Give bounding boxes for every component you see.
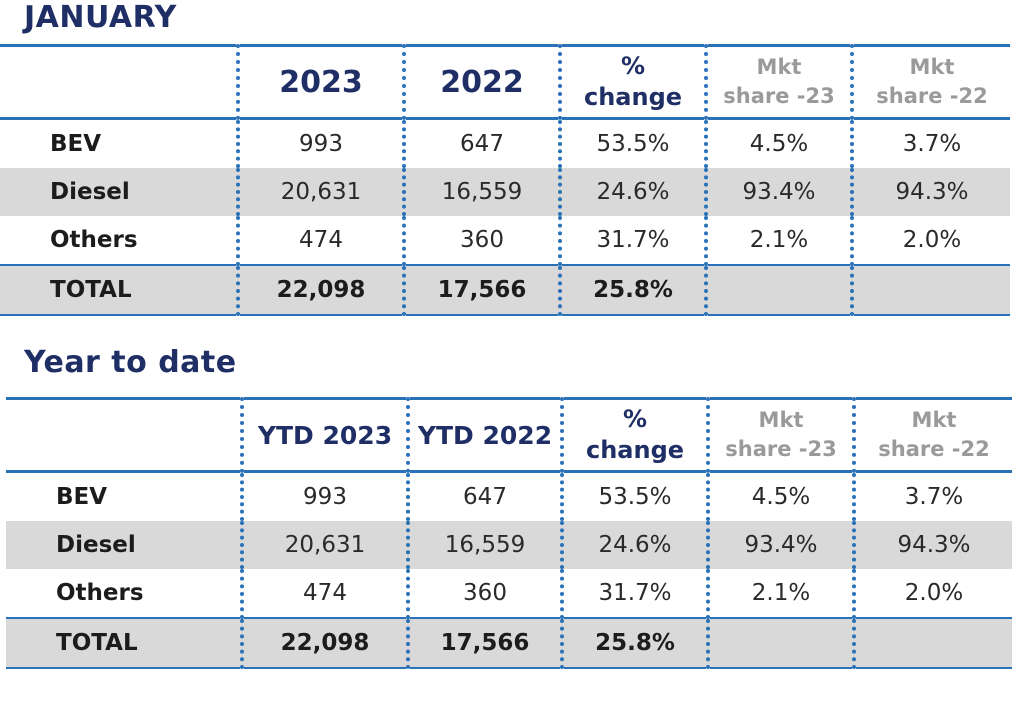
total-row: TOTAL 22,098 17,566 25.8% bbox=[6, 618, 1012, 669]
cell-share23: 4.5% bbox=[706, 471, 854, 521]
ytd-table: YTD 2023 YTD 2022 % change Mkt share -23 M… bbox=[6, 397, 1012, 669]
header-2023: 2023 bbox=[236, 45, 404, 119]
cell-share23: 4.5% bbox=[704, 118, 852, 168]
cell-change: 31.7% bbox=[560, 569, 708, 618]
january-section: JANUARY 2023 2022 % change Mkt share -23 M… bbox=[0, 0, 1024, 320]
table-row: Others 474 360 31.7% 2.1% 2.0% bbox=[0, 216, 1010, 265]
cell-2022: 360 bbox=[402, 216, 560, 265]
cell-share22: 94.3% bbox=[850, 168, 1010, 216]
header-2022-label: 2022 bbox=[440, 64, 524, 100]
header-ytd-2022-label: YTD 2022 bbox=[417, 420, 553, 450]
cell-2022: 360 bbox=[406, 569, 562, 618]
cell-2022: 17,566 bbox=[402, 265, 560, 316]
cell-change: 24.6% bbox=[560, 521, 708, 569]
table-row: Diesel 20,631 16,559 24.6% 93.4% 94.3% bbox=[0, 168, 1010, 216]
row-label: BEV bbox=[56, 484, 108, 510]
header-mkt-share-23: Mkt share -23 bbox=[706, 398, 854, 472]
header-pct-change: % change bbox=[560, 398, 708, 472]
section-title: JANUARY bbox=[24, 0, 177, 35]
table-row: Diesel 20,631 16,559 24.6% 93.4% 94.3% bbox=[6, 521, 1012, 569]
mkt23-line2: share -23 bbox=[725, 437, 837, 461]
header-mkt-share-22: Mkt share -22 bbox=[852, 398, 1012, 472]
header-2022: 2022 bbox=[402, 45, 560, 119]
cell-2023: 22,098 bbox=[240, 618, 408, 669]
cell-2022: 17,566 bbox=[406, 618, 562, 669]
cell-share23: 93.4% bbox=[704, 168, 852, 216]
cell-2022: 16,559 bbox=[402, 168, 560, 216]
pct-line1: % bbox=[620, 52, 646, 80]
ytd-section: Year to date YTD 2023 YTD 2022 % change M… bbox=[0, 345, 1024, 675]
cell-share23: 2.1% bbox=[706, 569, 854, 618]
mkt23-line2: share -23 bbox=[723, 84, 835, 108]
header-2023-label: 2023 bbox=[279, 64, 363, 100]
mkt23-line1: Mkt bbox=[756, 55, 802, 79]
table-row: BEV 993 647 53.5% 4.5% 3.7% bbox=[0, 118, 1010, 168]
cell-2023: 22,098 bbox=[236, 265, 404, 316]
table-row: BEV 993 647 53.5% 4.5% 3.7% bbox=[6, 471, 1012, 521]
header-ytd-2022: YTD 2022 bbox=[406, 398, 562, 472]
cell-change: 25.8% bbox=[560, 618, 708, 669]
row-label: TOTAL bbox=[6, 618, 242, 669]
cell-share22: 94.3% bbox=[852, 521, 1012, 569]
header-mkt-share-22: Mkt share -22 bbox=[850, 45, 1010, 119]
header-blank bbox=[0, 46, 238, 119]
cell-change: 24.6% bbox=[558, 168, 706, 216]
row-label: Others bbox=[56, 580, 144, 606]
cell-2023: 20,631 bbox=[240, 521, 408, 569]
cell-share23 bbox=[704, 265, 852, 316]
cell-2023: 474 bbox=[236, 216, 404, 265]
header-mkt-share-23: Mkt share -23 bbox=[704, 45, 852, 119]
cell-share22 bbox=[850, 265, 1010, 316]
cell-share22 bbox=[852, 618, 1012, 669]
cell-share23 bbox=[706, 618, 854, 669]
cell-2022: 647 bbox=[406, 471, 562, 521]
cell-share22: 2.0% bbox=[850, 216, 1010, 265]
row-label: BEV bbox=[50, 131, 102, 157]
cell-2023: 993 bbox=[236, 118, 404, 168]
cell-share23: 2.1% bbox=[704, 216, 852, 265]
mkt22-line1: Mkt bbox=[911, 408, 957, 432]
cell-change: 31.7% bbox=[558, 216, 706, 265]
total-row: TOTAL 22,098 17,566 25.8% bbox=[0, 265, 1010, 316]
row-label: Others bbox=[50, 227, 138, 253]
cell-change: 25.8% bbox=[558, 265, 706, 316]
header-row: 2023 2022 % change Mkt share -23 Mkt share … bbox=[0, 45, 1010, 119]
january-table: 2023 2022 % change Mkt share -23 Mkt share … bbox=[0, 44, 1010, 316]
header-row: YTD 2023 YTD 2022 % change Mkt share -23 M… bbox=[6, 398, 1012, 472]
header-ytd-2023: YTD 2023 bbox=[240, 398, 408, 472]
cell-2023: 20,631 bbox=[236, 168, 404, 216]
row-label: TOTAL bbox=[0, 265, 238, 316]
cell-share22: 3.7% bbox=[850, 118, 1010, 168]
cell-change: 53.5% bbox=[560, 471, 708, 521]
row-label: Diesel bbox=[0, 168, 238, 216]
cell-share22: 2.0% bbox=[852, 569, 1012, 618]
cell-share22: 3.7% bbox=[852, 471, 1012, 521]
pct-line2: change bbox=[583, 83, 683, 111]
pct-line1: % bbox=[622, 405, 648, 433]
section-title: Year to date bbox=[24, 345, 237, 380]
pct-line2: change bbox=[585, 436, 685, 464]
header-ytd-2023-label: YTD 2023 bbox=[257, 420, 393, 450]
mkt23-line1: Mkt bbox=[758, 408, 804, 432]
mkt22-line1: Mkt bbox=[909, 55, 955, 79]
table-row: Others 474 360 31.7% 2.1% 2.0% bbox=[6, 569, 1012, 618]
row-label: Diesel bbox=[6, 521, 242, 569]
header-pct-change: % change bbox=[558, 45, 706, 119]
mkt22-line2: share -22 bbox=[878, 437, 990, 461]
cell-2022: 16,559 bbox=[406, 521, 562, 569]
cell-2022: 647 bbox=[402, 118, 560, 168]
cell-change: 53.5% bbox=[558, 118, 706, 168]
cell-share23: 93.4% bbox=[706, 521, 854, 569]
cell-2023: 993 bbox=[240, 471, 408, 521]
cell-2023: 474 bbox=[240, 569, 408, 618]
mkt22-line2: share -22 bbox=[876, 84, 988, 108]
header-blank bbox=[6, 399, 242, 472]
